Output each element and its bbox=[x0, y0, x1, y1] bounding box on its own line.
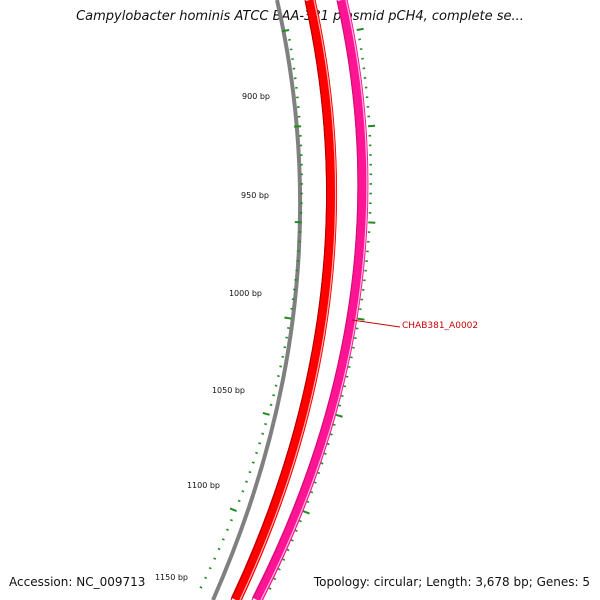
inner-tick-major bbox=[262, 411, 270, 416]
outer-tick-minor bbox=[290, 539, 294, 542]
inner-tick-minor bbox=[279, 365, 283, 368]
inner-tick-minor bbox=[272, 394, 276, 397]
inner-tick-minor bbox=[264, 422, 268, 426]
outer-tick-minor bbox=[268, 587, 272, 590]
accession-label: Accession: NC_009713 bbox=[9, 575, 146, 589]
inner-tick-minor bbox=[245, 480, 248, 483]
inner-tick-minor bbox=[230, 518, 233, 522]
outer-tick-major bbox=[302, 510, 310, 515]
inner-tick-major bbox=[281, 29, 290, 33]
outer-tick-major bbox=[335, 413, 343, 418]
outer-tick-minor bbox=[345, 375, 349, 378]
backbone-ring bbox=[211, 0, 303, 600]
inner-tick-minor bbox=[208, 566, 212, 570]
inner-tick-minor bbox=[274, 384, 278, 387]
map-title: Campylobacter hominis ATCC BAA-381 plasm… bbox=[76, 9, 524, 24]
inner-tick-marks bbox=[199, 29, 303, 589]
inner-tick-minor bbox=[237, 499, 241, 503]
outer-tick-minor bbox=[350, 356, 353, 359]
inner-tick-major bbox=[284, 316, 292, 320]
outer-tick-minor bbox=[286, 548, 290, 552]
outer-tick-minor bbox=[282, 558, 286, 561]
outer-tick-minor bbox=[317, 471, 321, 475]
outer-tick-minor bbox=[320, 462, 324, 465]
tick-label-1100: 1100 bp bbox=[187, 481, 220, 490]
cds-track-forward bbox=[231, 0, 338, 600]
outer-tick-minor bbox=[326, 442, 330, 446]
outer-tick-minor bbox=[277, 568, 281, 571]
outer-tick-marks bbox=[268, 27, 376, 590]
outer-tick-major bbox=[357, 317, 365, 321]
outer-tick-minor bbox=[347, 365, 351, 369]
inner-tick-minor bbox=[217, 547, 221, 551]
inner-tick-minor bbox=[261, 432, 265, 435]
inner-tick-minor bbox=[225, 528, 229, 532]
outer-tick-minor bbox=[310, 491, 314, 494]
inner-tick-minor bbox=[248, 470, 252, 474]
tick-label-950: 950 bp bbox=[241, 191, 269, 200]
cds-track-forward-highlight bbox=[239, 0, 337, 600]
outer-tick-minor bbox=[340, 394, 344, 397]
outer-tick-minor bbox=[273, 577, 277, 581]
cds-track-reverse-highlight bbox=[260, 0, 368, 600]
outer-tick-major bbox=[356, 27, 364, 31]
outer-tick-minor bbox=[298, 519, 302, 523]
inner-tick-minor bbox=[213, 557, 217, 560]
inner-tick-minor bbox=[281, 355, 285, 358]
cds-track-reverse-edge bbox=[251, 0, 359, 600]
cds-track-reverse bbox=[252, 0, 369, 600]
outer-tick-minor bbox=[323, 452, 327, 455]
inner-tick-major bbox=[229, 507, 237, 512]
gene-label-chab381-a0002[interactable]: CHAB381_A0002 bbox=[402, 321, 478, 331]
gene-label-leader bbox=[351, 319, 401, 328]
inner-tick-minor bbox=[255, 451, 258, 455]
tick-label-1150: 1150 bp bbox=[155, 573, 188, 582]
tick-label-900: 900 bp bbox=[242, 92, 270, 101]
outer-tick-minor bbox=[332, 423, 336, 426]
inner-tick-minor bbox=[251, 461, 255, 464]
outer-tick-minor bbox=[338, 404, 342, 407]
outer-tick-minor bbox=[343, 385, 347, 388]
inner-tick-minor bbox=[199, 586, 203, 589]
cds-track-forward-edge bbox=[230, 0, 328, 600]
inner-tick-minor bbox=[241, 490, 245, 493]
tick-label-1000: 1000 bp bbox=[229, 289, 262, 298]
outer-tick-minor bbox=[306, 500, 310, 504]
inner-tick-minor bbox=[204, 576, 208, 580]
inner-tick-minor bbox=[277, 374, 280, 378]
topology-summary: Topology: circular; Length: 3,678 bp; Ge… bbox=[313, 575, 590, 589]
tick-label-1050: 1050 bp bbox=[212, 386, 245, 395]
inner-tick-minor bbox=[269, 403, 273, 406]
outer-tick-minor bbox=[313, 481, 317, 484]
outer-tick-minor bbox=[294, 529, 298, 532]
inner-tick-minor bbox=[258, 442, 262, 445]
outer-tick-minor bbox=[329, 433, 333, 436]
inner-tick-minor bbox=[221, 538, 225, 541]
